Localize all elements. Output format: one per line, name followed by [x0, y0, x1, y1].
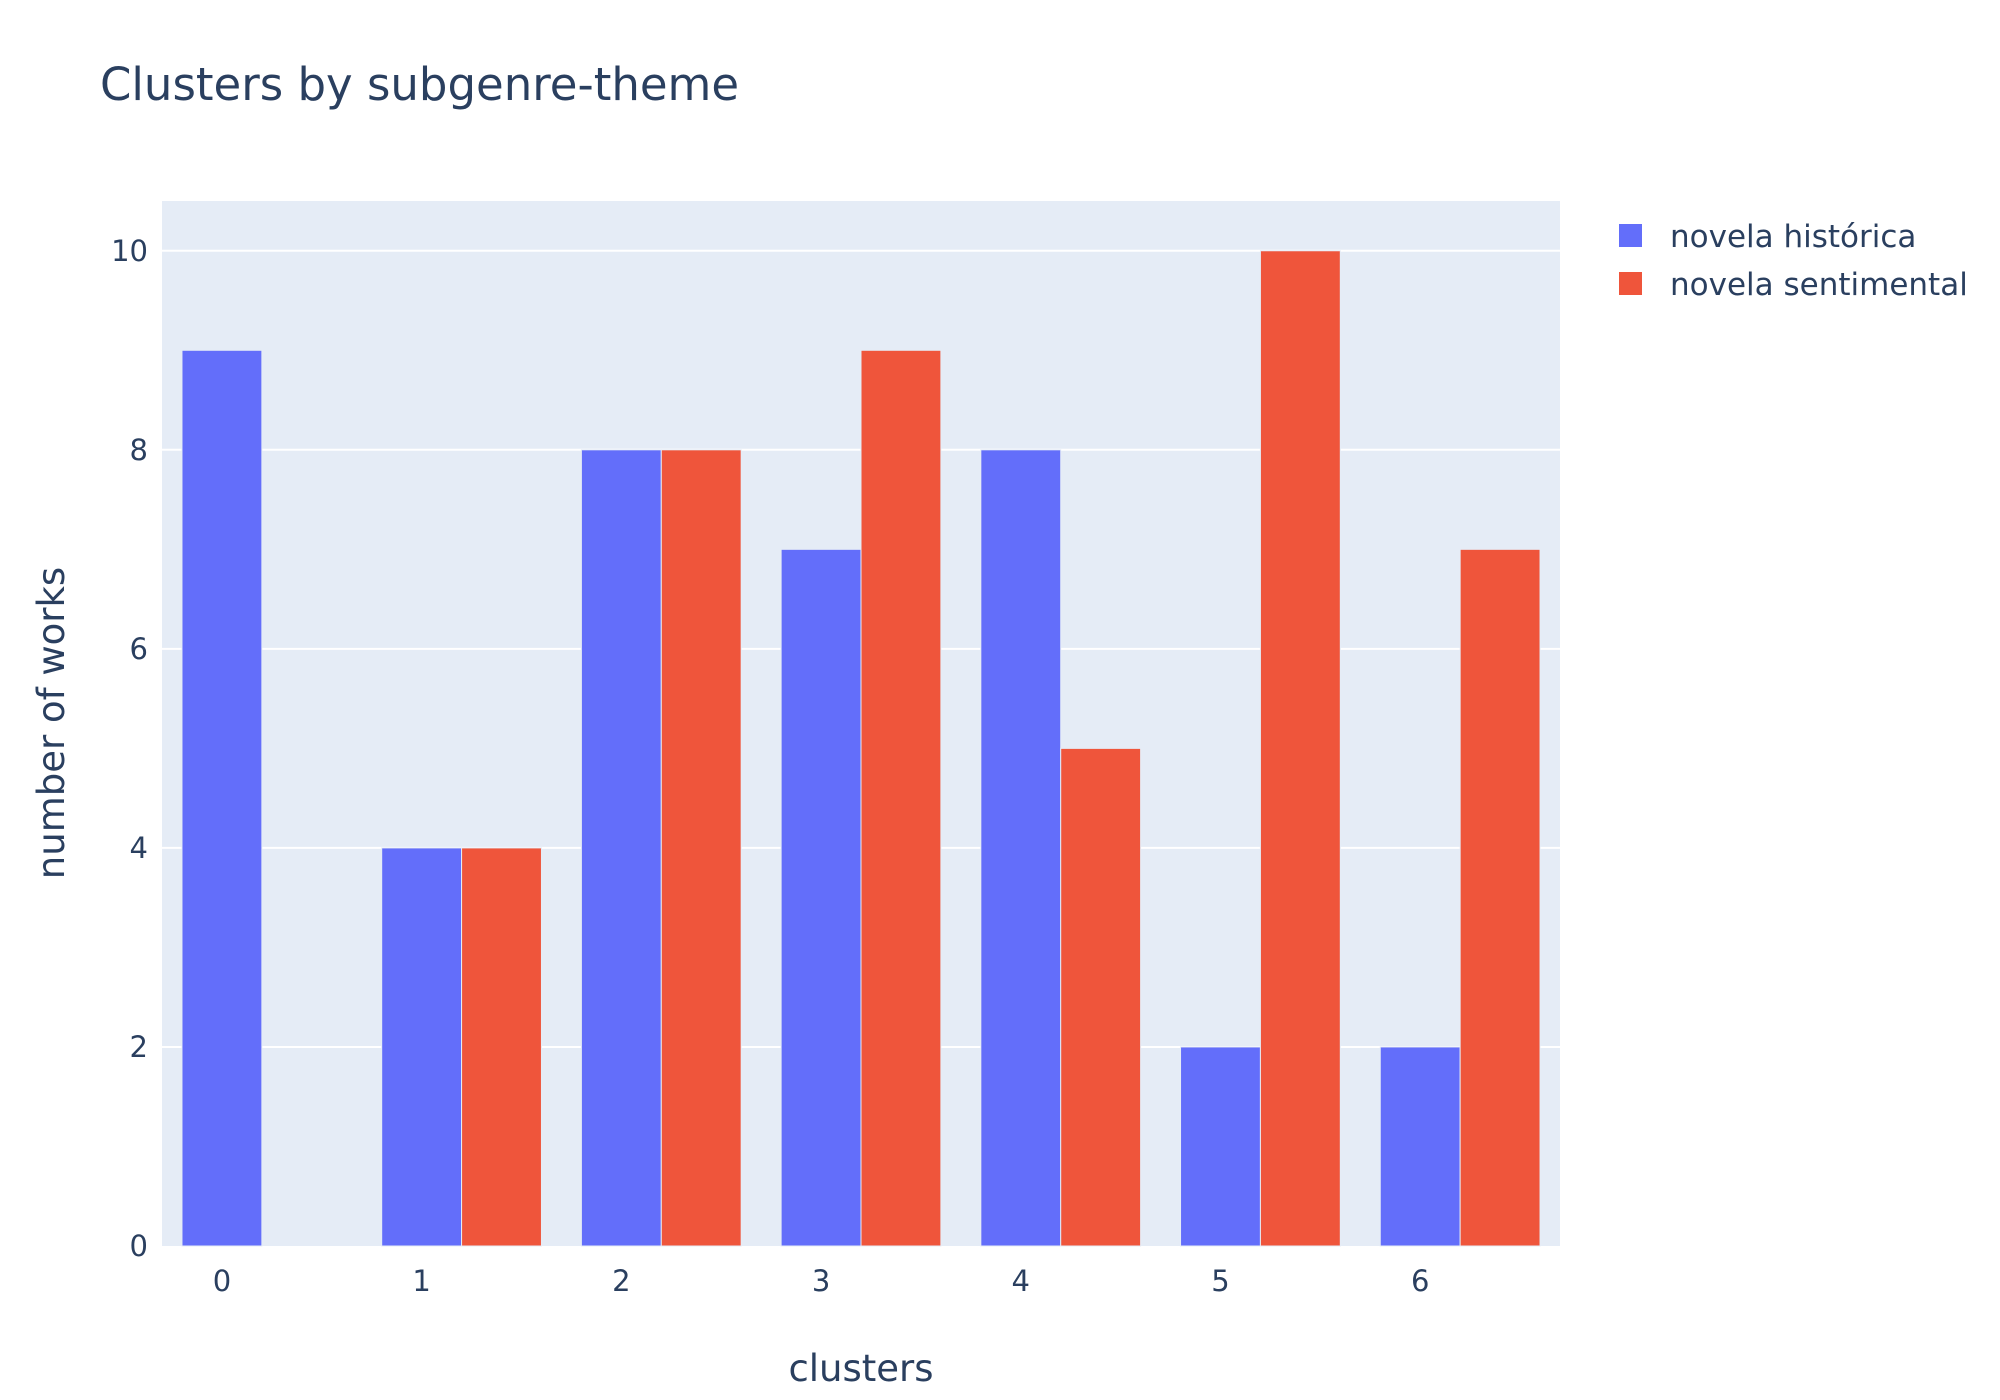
- legend-swatch: [1619, 272, 1642, 295]
- bar-sentimental-3[interactable]: [860, 349, 942, 1247]
- legend-item-sentimental[interactable]: novela sentimental: [1619, 267, 1968, 303]
- x-tick-label: 1: [412, 1264, 430, 1298]
- y-axis-ticks: 0 2 4 6 8 10: [111, 234, 148, 1263]
- y-tick-label: 0: [130, 1229, 148, 1263]
- y-tick-label: 4: [130, 831, 148, 865]
- x-tick-label: 6: [1411, 1264, 1429, 1298]
- legend-swatch: [1619, 224, 1642, 247]
- bar-historica-6[interactable]: [1379, 1046, 1461, 1247]
- x-axis-ticks: 0 1 2 3 4 5 6: [213, 1264, 1430, 1298]
- bar-historica-2[interactable]: [580, 449, 662, 1247]
- bar-sentimental-4[interactable]: [1060, 747, 1142, 1247]
- x-tick-label: 2: [612, 1264, 630, 1298]
- x-tick-label: 5: [1211, 1264, 1229, 1298]
- y-tick-label: 10: [111, 234, 148, 268]
- legend[interactable]: novela histórica novela sentimental: [1619, 219, 1968, 303]
- bar-sentimental-5[interactable]: [1259, 250, 1341, 1247]
- bars: [181, 250, 1541, 1247]
- legend-item-historica[interactable]: novela histórica: [1619, 219, 1916, 255]
- chart-title: Clusters by subgenre-theme: [100, 58, 739, 111]
- bar-historica-5[interactable]: [1180, 1046, 1261, 1247]
- x-axis-title: clusters: [788, 1347, 933, 1390]
- y-tick-label: 8: [130, 433, 148, 467]
- bar-historica-1[interactable]: [381, 847, 463, 1247]
- y-axis-title: number of works: [30, 567, 73, 879]
- bar-sentimental-1[interactable]: [461, 847, 542, 1247]
- bar-historica-0[interactable]: [181, 349, 263, 1247]
- y-tick-label: 2: [130, 1030, 148, 1064]
- x-tick-label: 0: [213, 1264, 231, 1298]
- legend-label: novela sentimental: [1670, 267, 1968, 303]
- x-tick-label: 3: [812, 1264, 830, 1298]
- bar-sentimental-6[interactable]: [1459, 548, 1541, 1247]
- bar-historica-3[interactable]: [780, 548, 862, 1247]
- y-tick-label: 6: [130, 632, 148, 666]
- bar-sentimental-2[interactable]: [660, 449, 742, 1247]
- x-tick-label: 4: [1012, 1264, 1030, 1298]
- legend-label: novela histórica: [1670, 219, 1916, 255]
- bar-historica-4[interactable]: [980, 449, 1062, 1247]
